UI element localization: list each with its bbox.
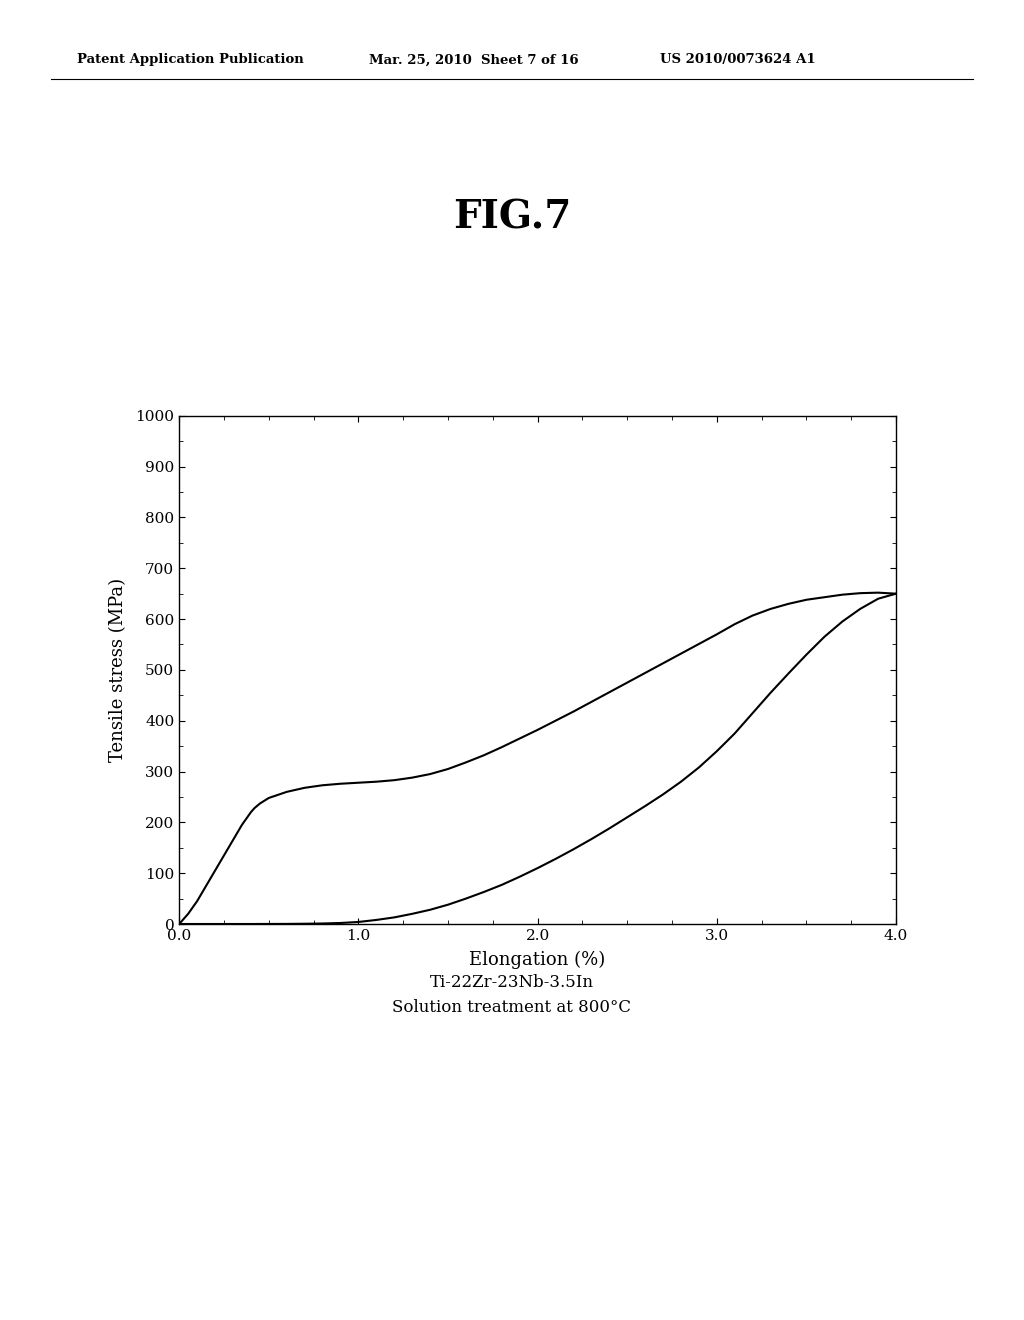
X-axis label: Elongation (%): Elongation (%) [469,952,606,969]
Text: US 2010/0073624 A1: US 2010/0073624 A1 [660,53,816,66]
Text: Patent Application Publication: Patent Application Publication [77,53,303,66]
Text: Mar. 25, 2010  Sheet 7 of 16: Mar. 25, 2010 Sheet 7 of 16 [369,53,579,66]
Text: FIG.7: FIG.7 [453,199,571,236]
Text: Ti-22Zr-23Nb-3.5In: Ti-22Zr-23Nb-3.5In [430,974,594,990]
Text: Solution treatment at 800°C: Solution treatment at 800°C [392,999,632,1015]
Y-axis label: Tensile stress (MPa): Tensile stress (MPa) [109,578,127,762]
